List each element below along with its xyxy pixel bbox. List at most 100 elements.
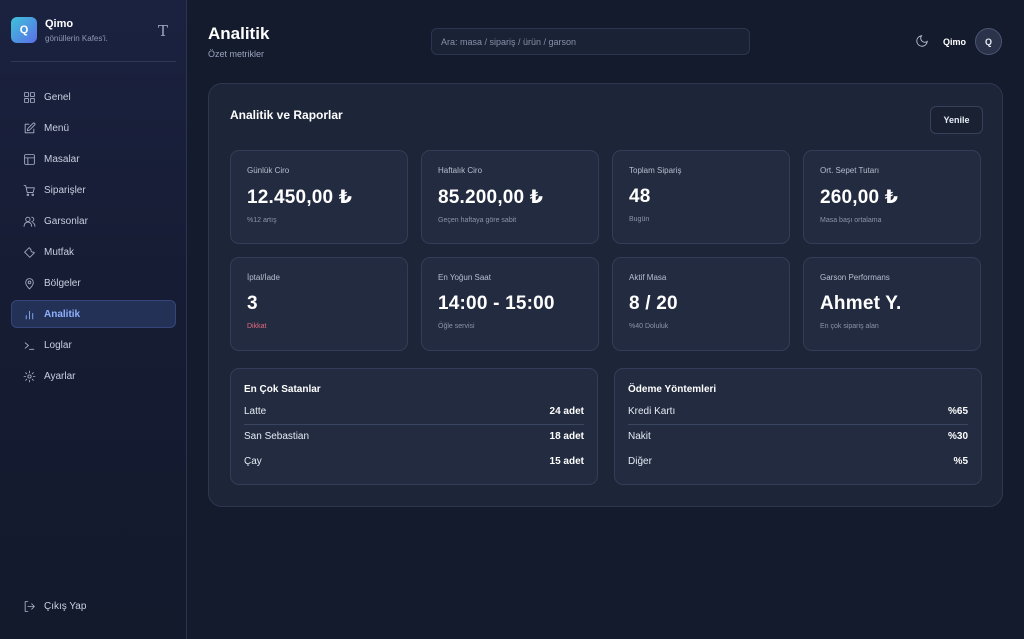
sidebar-item-masalar[interactable]: Masalar [11, 145, 176, 173]
sidebar-item-label: Ayarlar [44, 370, 76, 382]
user-name: Qimo [943, 37, 967, 47]
brand-logo: Q [11, 17, 37, 43]
sidebar-item-menu[interactable]: Menü [11, 114, 176, 142]
list-item: Nakit %30 [628, 425, 968, 450]
metric-value: 85.200,00 ₺ [438, 187, 544, 208]
logout-label: Çıkış Yap [44, 600, 87, 612]
metric-note: Öğle servisi [438, 323, 475, 330]
sidebar-item-label: Analitik [44, 308, 81, 320]
best-sellers-card: En Çok Satanlar Latte 24 adet San Sebast… [230, 368, 598, 485]
metric-label: En Yoğun Saat [438, 273, 491, 282]
page-subtitle: Özet metrikler [208, 49, 265, 59]
best-sellers-title: En Çok Satanlar [244, 384, 321, 395]
sidebar: Q Qimo gönüllerin Kafes'i. T Genel Menü … [0, 0, 187, 639]
bar-chart-icon [25, 310, 34, 319]
search-input[interactable] [431, 28, 750, 55]
metric-value: 8 / 20 [629, 293, 678, 314]
metric-value: 3 [247, 293, 258, 314]
sidebar-item-ayarlar[interactable]: Ayarlar [11, 362, 176, 390]
item-value: 15 adet [549, 455, 584, 467]
users-icon [23, 216, 36, 227]
map-pin-icon [25, 277, 34, 289]
metric-card-daily-revenue: Günlük Ciro 12.450,00 ₺ %12 artış [230, 150, 408, 244]
metric-label: Haftalık Ciro [438, 166, 483, 175]
sidebar-item-siparisler[interactable]: Siparişler [11, 176, 176, 204]
metric-card-cancel-return: İptal/İade 3 Dikkat [230, 257, 408, 351]
avatar[interactable]: Q [975, 28, 1002, 55]
metric-note: Dikkat [247, 323, 267, 330]
metric-note: Bugün [629, 216, 650, 223]
sidebar-item-label: Bölgeler [44, 277, 81, 289]
payment-methods-card: Ödeme Yöntemleri Kredi Kartı %65 Nakit %… [614, 368, 982, 485]
sidebar-item-analitik[interactable]: Analitik [11, 300, 176, 328]
sidebar-item-label: Garsonlar [44, 215, 88, 227]
sidebar-item-mutfak[interactable]: Mutfak [11, 238, 176, 266]
metric-label: Toplam Sipariş [629, 166, 682, 175]
cart-icon [23, 184, 35, 196]
gear-icon [23, 370, 36, 382]
sidebar-item-label: Mutfak [44, 246, 75, 258]
metric-value: 12.450,00 ₺ [247, 187, 353, 208]
list-item: Latte 24 adet [244, 400, 584, 425]
sidebar-item-genel[interactable]: Genel [11, 83, 176, 111]
metric-label: Günlük Ciro [247, 166, 290, 175]
brand[interactable]: Q Qimo gönüllerin Kafes'i. [11, 17, 108, 43]
sidebar-item-label: Genel [44, 91, 71, 103]
sidebar-item-label: Masalar [44, 153, 80, 165]
list-item: Diğer %5 [628, 449, 968, 474]
logout-button[interactable]: Çıkış Yap [11, 592, 176, 620]
item-name: Nakit [628, 431, 651, 443]
metric-card-active-tables: Aktif Masa 8 / 20 %40 Doluluk [612, 257, 790, 351]
item-name: Kredi Kartı [628, 406, 676, 418]
item-name: Diğer [628, 455, 652, 467]
metric-value: Ahmet Y. [820, 293, 902, 314]
item-value: 18 adet [549, 431, 584, 443]
moon-icon [916, 35, 928, 47]
item-name: Çay [244, 455, 262, 467]
item-value: %5 [953, 455, 968, 467]
item-value: 24 adet [549, 406, 584, 418]
list-item: San Sebastian 18 adet [244, 425, 584, 450]
brand-name: Qimo [45, 17, 74, 30]
metric-label: Aktif Masa [629, 273, 667, 282]
list-item: Kredi Kartı %65 [628, 400, 968, 425]
logout-icon [24, 600, 35, 612]
metric-card-waiter-performance: Garson Performans Ahmet Y. En çok sipari… [803, 257, 981, 351]
sidebar-item-label: Menü [44, 122, 70, 134]
font-size-icon[interactable]: T [157, 22, 168, 40]
list-item: Çay 15 adet [244, 449, 584, 474]
metric-label: Garson Performans [820, 273, 890, 282]
item-value: %65 [947, 406, 968, 418]
panel-title: Analitik ve Raporlar [230, 108, 343, 122]
terminal-icon [24, 341, 35, 350]
item-name: San Sebastian [244, 431, 310, 443]
sidebar-item-label: Siparişler [44, 184, 86, 196]
metric-label: Ort. Sepet Tutarı [820, 166, 880, 175]
metric-note: Masa başı ortalama [820, 217, 882, 224]
sidebar-item-loglar[interactable]: Loglar [11, 331, 176, 359]
item-name: Latte [244, 406, 267, 418]
metric-note: %12 artış [247, 217, 277, 224]
sidebar-divider [11, 61, 176, 62]
metric-value: 48 [629, 186, 651, 207]
wrench-icon [24, 246, 35, 258]
metric-value: 260,00 ₺ [820, 187, 899, 208]
grid-icon [24, 91, 35, 103]
sidebar-item-garsonlar[interactable]: Garsonlar [11, 207, 176, 235]
metric-value: 14:00 - 15:00 [438, 293, 555, 314]
metric-note: En çok sipariş alan [820, 323, 879, 330]
sidebar-item-bolgeler[interactable]: Bölgeler [11, 269, 176, 297]
refresh-button[interactable]: Yenile [930, 106, 983, 134]
metric-note: Geçen haftaya göre sabit [438, 217, 517, 224]
sidebar-item-label: Loglar [44, 339, 72, 351]
analytics-panel: Analitik ve Raporlar Yenile Günlük Ciro … [208, 83, 1003, 507]
theme-toggle-button[interactable] [915, 34, 931, 50]
metric-card-avg-basket: Ort. Sepet Tutarı 260,00 ₺ Masa başı ort… [803, 150, 981, 244]
page-title: Analitik [208, 24, 270, 43]
metric-card-peak-hour: En Yoğun Saat 14:00 - 15:00 Öğle servisi [421, 257, 599, 351]
metric-card-total-orders: Toplam Sipariş 48 Bugün [612, 150, 790, 244]
metric-card-weekly-revenue: Haftalık Ciro 85.200,00 ₺ Geçen haftaya … [421, 150, 599, 244]
item-value: %30 [947, 431, 968, 443]
table-icon [24, 153, 35, 165]
brand-subtitle: gönüllerin Kafes'i. [45, 33, 108, 43]
